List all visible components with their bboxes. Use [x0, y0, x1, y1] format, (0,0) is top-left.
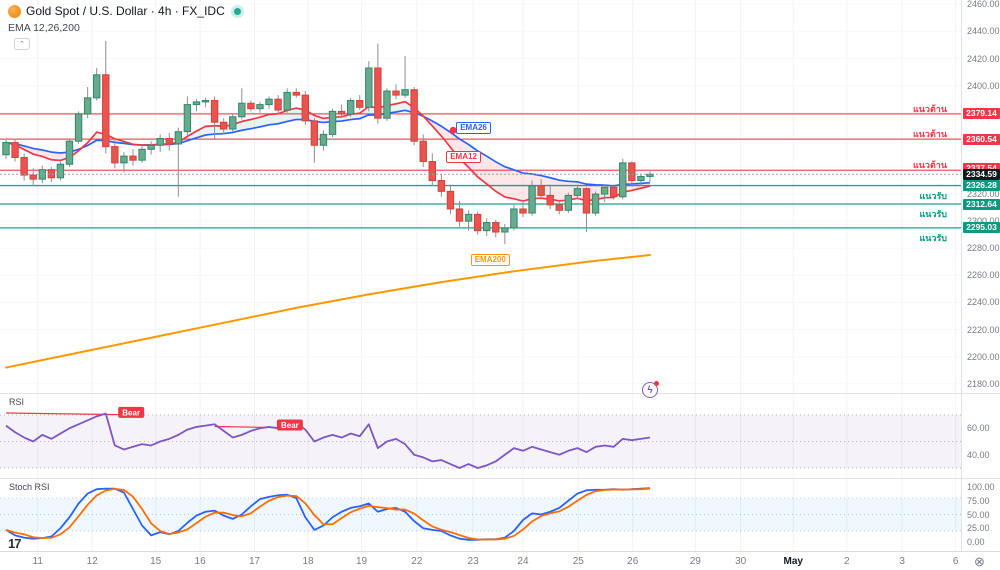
time-axis-label: 22: [411, 556, 423, 567]
time-axis-label: 29: [689, 556, 701, 567]
price-axis[interactable]: 2180.00 2200.00 2220.00 2240.00 2260.00 2280.…: [961, 0, 1000, 551]
time-axis-label: 3: [899, 556, 905, 567]
time-axis-label: 16: [194, 556, 206, 567]
axis-tick: 2400.00: [967, 80, 1000, 91]
chart-legend: Gold Spot / U.S. Dollar · 4h · FX_IDC EM…: [8, 4, 241, 50]
price-level-badge: 2360.54: [963, 133, 1000, 145]
time-axis-label: 17: [248, 556, 261, 567]
rsi-pane-label: RSI: [9, 397, 25, 407]
notification-dot: [654, 381, 659, 386]
price-level-badge: 2379.14: [963, 108, 1000, 120]
bolt-icon: ϟ: [647, 385, 653, 396]
axis-tick: 2460.00: [967, 0, 1000, 10]
resistance-label: แนวต้าน: [912, 103, 947, 114]
axis-tick: 2260.00: [967, 270, 1000, 281]
market-status-dot[interactable]: [233, 7, 241, 15]
support-label: แนวรับ: [919, 232, 947, 243]
chart-plot-area[interactable]: Bear Bear: [0, 0, 961, 551]
stoch-rsi-pane-label: Stoch RSI: [9, 482, 50, 492]
pane-separator-rsi[interactable]: [0, 393, 1000, 394]
candle-bodies: [2, 67, 654, 233]
pane-separator-stoch[interactable]: [0, 478, 1000, 479]
time-axis-label: 26: [627, 556, 639, 567]
axis-tick: 2240.00: [967, 297, 1000, 308]
legend-collapse-button[interactable]: ⌃: [14, 38, 30, 50]
axis-tick: 75.00: [967, 495, 990, 506]
axis-tick: 2440.00: [967, 26, 1000, 37]
price-level-badge: 2312.64: [963, 198, 1000, 210]
axis-tick: 2220.00: [967, 324, 1000, 335]
price-level-badge: 2337.54: [963, 162, 1000, 174]
svg-text:Bear: Bear: [122, 408, 140, 417]
time-axis-label: 24: [517, 556, 529, 567]
ema12-callout: EMA12: [446, 151, 481, 164]
time-axis-label: 19: [355, 556, 368, 567]
price-level-badge: 2295.03: [963, 222, 1000, 234]
axis-tick: 2420.00: [967, 53, 1000, 64]
time-axis-label: May: [783, 556, 803, 567]
svg-text:Bear: Bear: [281, 421, 299, 430]
time-axis-label: 18: [302, 556, 314, 567]
axis-tick: 60.00: [967, 423, 990, 434]
time-axis-label: 6: [952, 556, 959, 567]
time-axis[interactable]: ⊗ 11 12 15 16 17 18 19 22 23 24 25 26 29 30 May 2 3 6: [0, 551, 1000, 570]
ema26-callout: EMA26: [456, 121, 491, 134]
axis-tick: 100.00: [967, 482, 995, 492]
annotations: [0, 126, 961, 175]
bear-signal-badge: [276, 419, 303, 431]
time-axis-label: 2: [844, 556, 850, 567]
time-axis-label: 12: [86, 556, 98, 567]
price-level-badge: 2326.28: [963, 180, 1000, 192]
time-axis-label: 15: [150, 556, 162, 567]
resistance-label: แนวต้าน: [912, 160, 947, 171]
bear-signal-badge: [118, 406, 145, 418]
stoch-pane: [5, 487, 651, 541]
axis-tick: 2180.00: [967, 378, 1000, 389]
time-axis-label: 30: [735, 556, 747, 567]
symbol-title[interactable]: Gold Spot / U.S. Dollar · 4h · FX_IDC: [26, 4, 225, 18]
axis-tick: 2280.00: [967, 243, 1000, 254]
axis-tick: 25.00: [967, 523, 990, 534]
axis-tick: 0.00: [967, 537, 985, 547]
tradingview-logo[interactable]: 17: [8, 536, 22, 551]
ema200-callout: EMA200: [470, 254, 510, 267]
time-axis-label: 25: [572, 556, 584, 567]
gold-symbol-icon: [8, 4, 21, 18]
rsi-pane: Bear Bear: [5, 406, 651, 469]
time-axis-label: 23: [467, 556, 479, 567]
last-price-badge: 2334.59: [963, 168, 1000, 180]
indicator-legend[interactable]: EMA 12,26,200: [8, 22, 80, 34]
axis-tick: 2200.00: [967, 351, 1000, 362]
axis-tick: 50.00: [967, 509, 990, 520]
resistance-label: แนวต้าน: [912, 129, 947, 140]
support-label: แนวรับ: [919, 209, 947, 220]
axis-tick: 2300.00: [967, 216, 1000, 227]
ema-lines: [5, 100, 651, 369]
support-label: แนวรับ: [919, 190, 947, 201]
timezone-settings-icon[interactable]: ⊗: [974, 554, 985, 569]
time-axis-label: 11: [32, 556, 43, 567]
axis-tick: 2320.00: [967, 189, 1000, 200]
spark-notification-icon[interactable]: ϟ: [642, 381, 659, 398]
axis-tick: 40.00: [967, 449, 990, 460]
